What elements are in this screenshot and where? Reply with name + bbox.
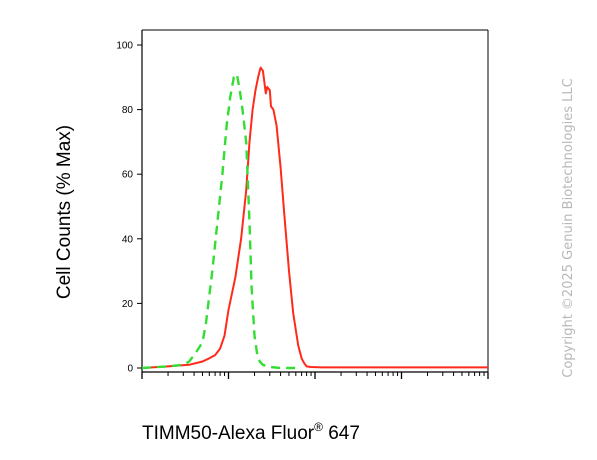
x-axis-label-main: TIMM50-Alexa Fluor [142,423,315,444]
series-line-dashed-green [141,72,296,370]
y-tick-label: 60 [122,170,134,181]
x-axis-label-superscript: ® [314,420,323,434]
y-tick-label: 40 [122,234,134,245]
x-axis-ticks [141,372,489,379]
copyright-watermark: Copyright ©2025 Genuin Biotechnologies L… [561,78,576,377]
y-tick-label: 100 [116,41,133,52]
series-layer [141,66,488,370]
y-tick-label: 80 [122,105,134,116]
plot-frame [141,29,489,373]
series-line-solid-red [141,66,488,369]
y-tick-label: 20 [122,299,134,310]
y-tick-label: 0 [127,364,133,375]
x-axis-label: TIMM50-Alexa Fluor® 647 [142,420,360,444]
y-axis-ticks: 0 20 40 60 80 100 [116,41,142,375]
x-axis-label-suffix: 647 [323,423,360,444]
y-axis-label: Cell Counts (% Max) [54,125,75,299]
